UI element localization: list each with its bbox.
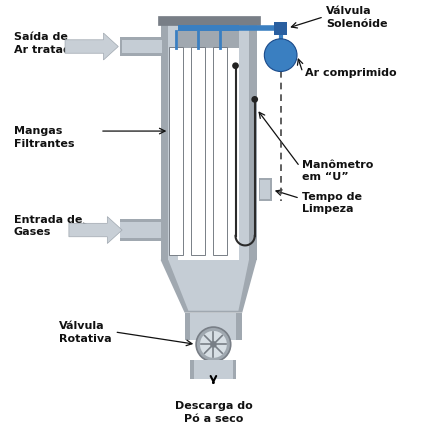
Bar: [160, 23, 257, 260]
Bar: [178, 49, 239, 260]
Polygon shape: [160, 260, 257, 313]
Bar: [194, 360, 232, 379]
Bar: [239, 23, 249, 260]
Polygon shape: [69, 217, 122, 244]
Bar: [178, 26, 239, 32]
Polygon shape: [65, 34, 118, 61]
Bar: [120, 220, 163, 241]
Bar: [213, 47, 227, 256]
Circle shape: [200, 331, 227, 358]
Circle shape: [251, 97, 258, 104]
Text: Ar comprimido: Ar comprimido: [305, 68, 396, 78]
Bar: [120, 38, 163, 57]
Text: Descarga do
Pó a seco: Descarga do Pó a seco: [174, 400, 252, 423]
Bar: [122, 41, 163, 54]
Text: Saída de
Ar tratado: Saída de Ar tratado: [13, 32, 78, 55]
Circle shape: [210, 341, 217, 348]
Bar: [168, 23, 178, 260]
Bar: [185, 313, 242, 340]
Bar: [190, 360, 236, 379]
Text: Válvula
Solenóide: Válvula Solenóide: [326, 6, 388, 29]
Bar: [158, 17, 260, 26]
Circle shape: [232, 63, 239, 70]
Text: Mangas
Filtrantes: Mangas Filtrantes: [13, 126, 74, 148]
Bar: [274, 23, 287, 36]
Bar: [258, 179, 272, 202]
Text: Tempo de
Limpeza: Tempo de Limpeza: [302, 191, 362, 213]
Polygon shape: [168, 260, 249, 311]
Bar: [120, 223, 160, 238]
Bar: [191, 47, 205, 256]
Text: Válvula
Rotativa: Válvula Rotativa: [59, 321, 111, 343]
Bar: [169, 47, 183, 256]
Text: Entrada de
Gases: Entrada de Gases: [13, 214, 82, 236]
Circle shape: [264, 40, 297, 72]
Bar: [190, 313, 236, 340]
Text: Manômetro
em “U”: Manômetro em “U”: [302, 160, 373, 182]
Bar: [261, 181, 270, 200]
Circle shape: [196, 327, 231, 362]
